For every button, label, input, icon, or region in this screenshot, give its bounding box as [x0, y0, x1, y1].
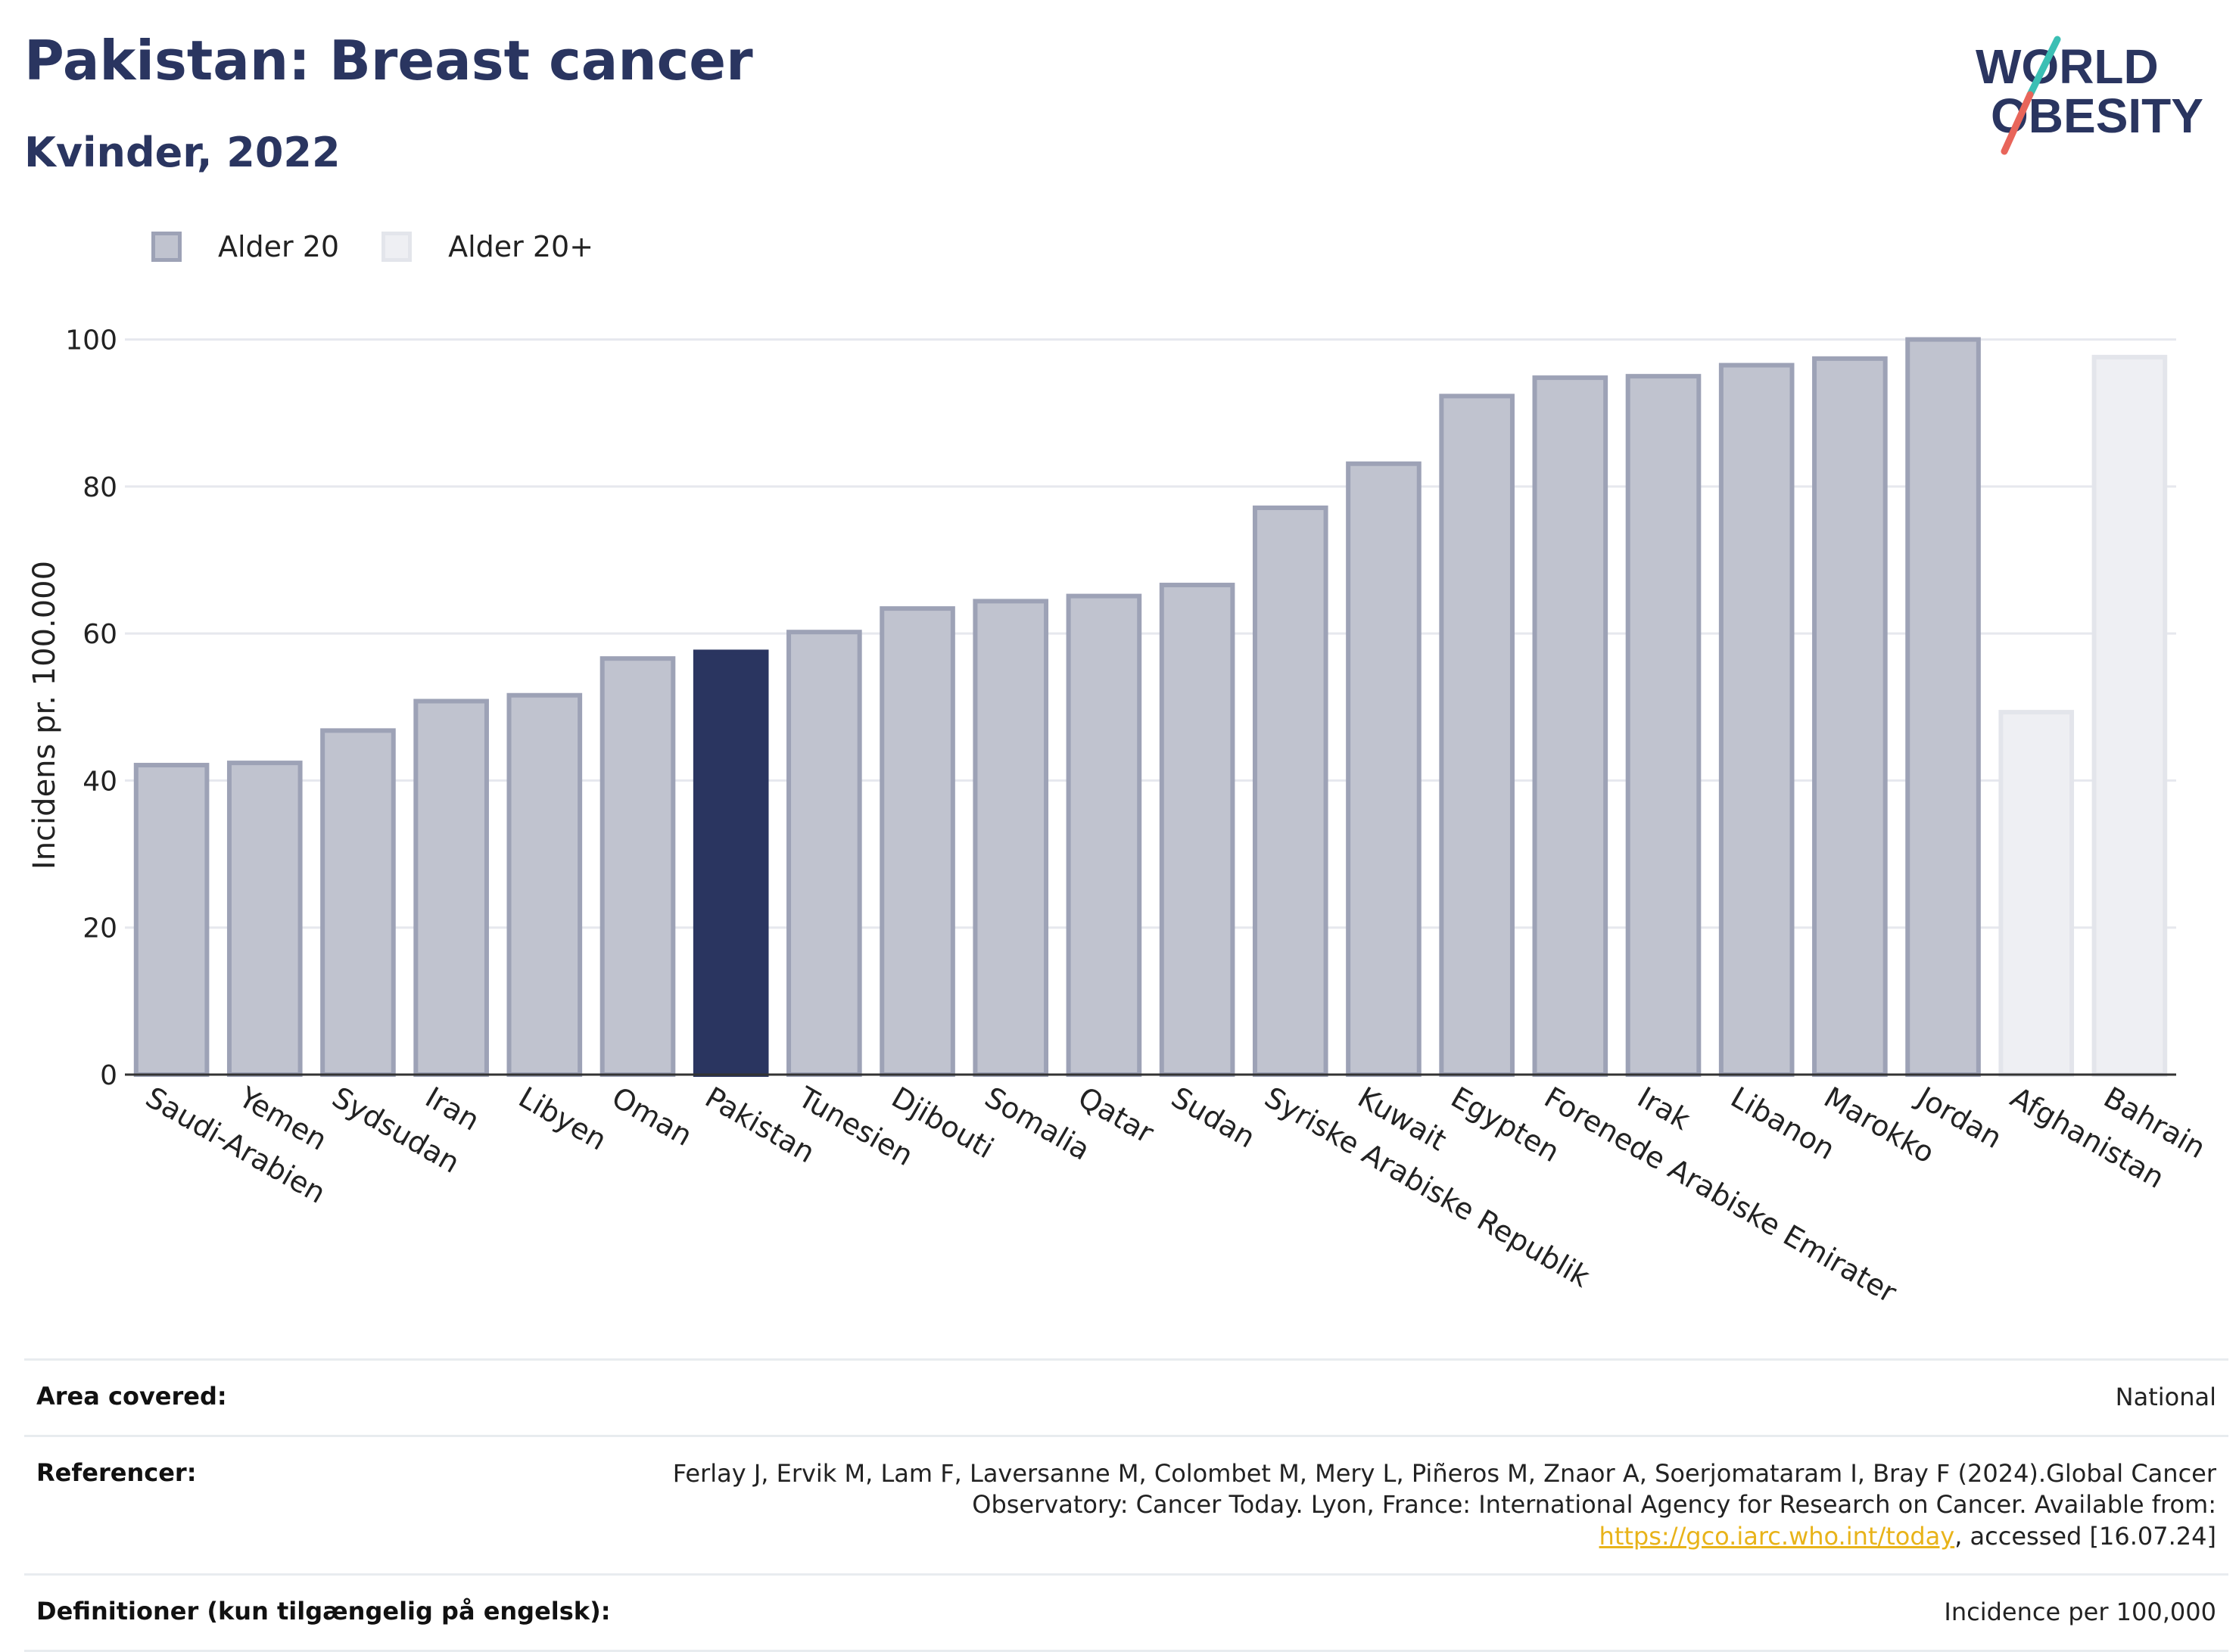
bar-afghanistan[interactable]	[1998, 710, 2075, 1077]
y-tick-label: 80	[83, 472, 117, 503]
x-tick-label: Somalia	[979, 1081, 1096, 1167]
chart-legend: Alder 20 Alder 20+	[151, 224, 636, 269]
info-row-references: Referencer: Ferlay J, Ervik M, Lam F, La…	[24, 1434, 2228, 1574]
page-title: Pakistan: Breast cancer	[24, 29, 753, 92]
info-row-area: Area covered: National	[24, 1358, 2228, 1435]
bar-syriske-arabiske-republik[interactable]	[1252, 506, 1328, 1077]
y-tick-label: 60	[83, 619, 117, 650]
bar-irak[interactable]	[1625, 374, 1702, 1077]
x-tick-label: Sudan	[1166, 1081, 1261, 1155]
bar-djibouti[interactable]	[880, 606, 955, 1078]
y-tick-label: 100	[65, 325, 117, 356]
page-subtitle: Kvinder, 2022	[24, 129, 341, 176]
references-text-2: , accessed [16.07.24]	[1954, 1521, 2216, 1551]
bar-yemen[interactable]	[226, 761, 303, 1077]
x-tick-label: Libanon	[1725, 1081, 1840, 1166]
legend-label-alder-20-plus: Alder 20+	[448, 230, 594, 263]
bar-bahrain[interactable]	[2091, 354, 2168, 1077]
info-table: Area covered: National Referencer: Ferla…	[24, 1358, 2228, 1652]
references-text-1: Ferlay J, Ervik M, Lam F, Laversanne M, …	[672, 1458, 2216, 1520]
bar-kuwait[interactable]	[1346, 461, 1422, 1077]
legend-label-alder-20: Alder 20	[218, 230, 340, 263]
references-label: Referencer:	[36, 1458, 197, 1487]
logo-text-world: WORLD	[1976, 39, 2159, 94]
definitions-value: Incidence per 100,000	[1944, 1598, 2216, 1627]
x-tick-label: Oman	[606, 1081, 698, 1153]
y-axis-ticks: 0 20 40 60 80 100	[65, 325, 117, 1091]
bar-qatar[interactable]	[1066, 593, 1142, 1078]
bar-forenede-arabiske-emirater[interactable]	[1532, 375, 1608, 1078]
x-tick-label: Irak	[1632, 1081, 1696, 1137]
bar-sudan[interactable]	[1159, 583, 1235, 1077]
bar-tunesien[interactable]	[786, 630, 862, 1077]
references-value: Ferlay J, Ervik M, Lam F, Laversanne M, …	[627, 1458, 2216, 1553]
world-obesity-logo: WORLD OBESITY	[1976, 36, 2203, 155]
bar-iran[interactable]	[413, 698, 489, 1077]
x-tick-label: Libyen	[513, 1081, 612, 1157]
bar-libanon[interactable]	[1718, 362, 1795, 1078]
references-link[interactable]: https://gco.iarc.who.int/today	[1599, 1521, 1955, 1551]
bar-marokko[interactable]	[1812, 356, 1888, 1078]
logo-slash-coral	[2001, 91, 2034, 155]
area-covered-value: National	[2115, 1383, 2216, 1411]
y-tick-label: 20	[83, 913, 117, 944]
legend-item-alder-20-plus[interactable]: Alder 20+	[381, 230, 593, 263]
legend-swatch-alder-20-plus	[381, 232, 413, 262]
area-covered-label: Area covered:	[36, 1382, 227, 1411]
legend-swatch-alder-20	[151, 232, 182, 262]
x-tick-label: Iran	[420, 1081, 485, 1137]
bar-somalia[interactable]	[973, 599, 1049, 1077]
bar-pakistan[interactable]	[693, 649, 769, 1077]
bar-libyen[interactable]	[506, 692, 583, 1077]
bar-oman[interactable]	[599, 656, 676, 1077]
y-axis-label: Incidens pr. 100.000	[27, 561, 62, 870]
bar-saudi-arabien[interactable]	[133, 763, 210, 1077]
bar-egypten[interactable]	[1439, 394, 1515, 1078]
logo-slash-teal	[2026, 36, 2061, 98]
info-row-definitions: Definitioner (kun tilgængelig på engelsk…	[24, 1573, 2228, 1652]
chart-bars	[133, 337, 2168, 1078]
definitions-label: Definitioner (kun tilgængelig på engelsk…	[36, 1597, 611, 1626]
bar-jordan[interactable]	[1905, 337, 1981, 1078]
y-tick-label: 0	[100, 1060, 117, 1091]
bar-sydsudan[interactable]	[320, 728, 396, 1077]
y-tick-label: 40	[83, 766, 117, 797]
legend-item-alder-20[interactable]: Alder 20	[151, 230, 339, 263]
